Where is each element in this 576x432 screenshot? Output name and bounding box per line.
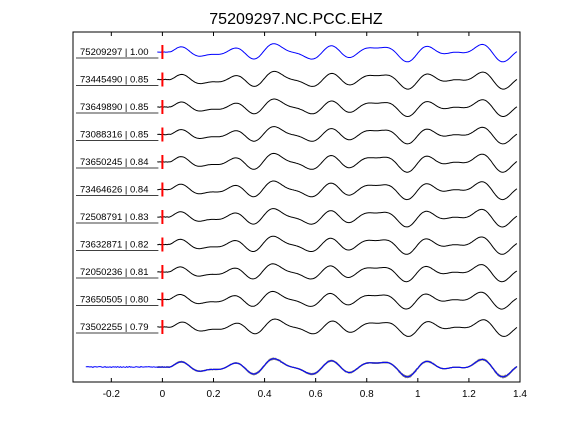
trace bbox=[157, 318, 518, 337]
trace bbox=[157, 180, 518, 201]
trace-labels-group: 75209297 | 1.00 73445490 | 0.85 73649890 |… bbox=[76, 47, 159, 334]
x-tick-label: 0.6 bbox=[309, 389, 323, 400]
x-tick-label: 0.2 bbox=[207, 389, 221, 400]
trace bbox=[157, 98, 518, 118]
x-tick-label: 0.8 bbox=[360, 389, 374, 400]
stack-reference-trace bbox=[85, 358, 518, 378]
reference-trace bbox=[157, 43, 518, 63]
chart-title: 75209297.NC.PCC.EHZ bbox=[209, 11, 383, 28]
x-axis: -0.2 0 0.2 0.4 0.6 0.8 1 1.2 1.4 bbox=[103, 32, 527, 400]
trace bbox=[157, 70, 518, 90]
trace bbox=[157, 208, 518, 228]
x-tick-label: 1.4 bbox=[513, 389, 527, 400]
trace-label: 73088316 | 0.85 bbox=[80, 130, 149, 141]
traces-group bbox=[157, 43, 518, 337]
trace-label: 73649890 | 0.85 bbox=[80, 102, 149, 113]
x-tick-label: 1 bbox=[415, 389, 421, 400]
plot-area-frame bbox=[72, 31, 521, 383]
x-tick-label: 1.2 bbox=[462, 389, 476, 400]
trace bbox=[157, 290, 518, 310]
trace-label: 73464626 | 0.84 bbox=[80, 185, 149, 196]
trace-label: 72508791 | 0.83 bbox=[80, 212, 149, 223]
trace-label: 73632871 | 0.82 bbox=[80, 240, 149, 251]
stack-overlay-trace bbox=[157, 358, 518, 379]
trace bbox=[157, 152, 518, 173]
trace-label: 73650245 | 0.84 bbox=[80, 157, 149, 168]
trace-label: 73445490 | 0.85 bbox=[80, 75, 149, 86]
trace bbox=[157, 263, 518, 283]
x-tick-label: -0.2 bbox=[103, 389, 121, 400]
trace-label: 73650505 | 0.80 bbox=[80, 295, 149, 306]
stack-overlay-group bbox=[85, 357, 518, 379]
trace-label: 73502255 | 0.79 bbox=[80, 322, 149, 333]
x-tick-label: 0 bbox=[160, 389, 166, 400]
trace-label: 75209297 | 1.00 bbox=[80, 47, 149, 58]
x-tick-label: 0.4 bbox=[258, 389, 272, 400]
trace bbox=[157, 235, 518, 255]
trace bbox=[157, 126, 518, 145]
trace-label: 72050236 | 0.81 bbox=[80, 267, 149, 278]
